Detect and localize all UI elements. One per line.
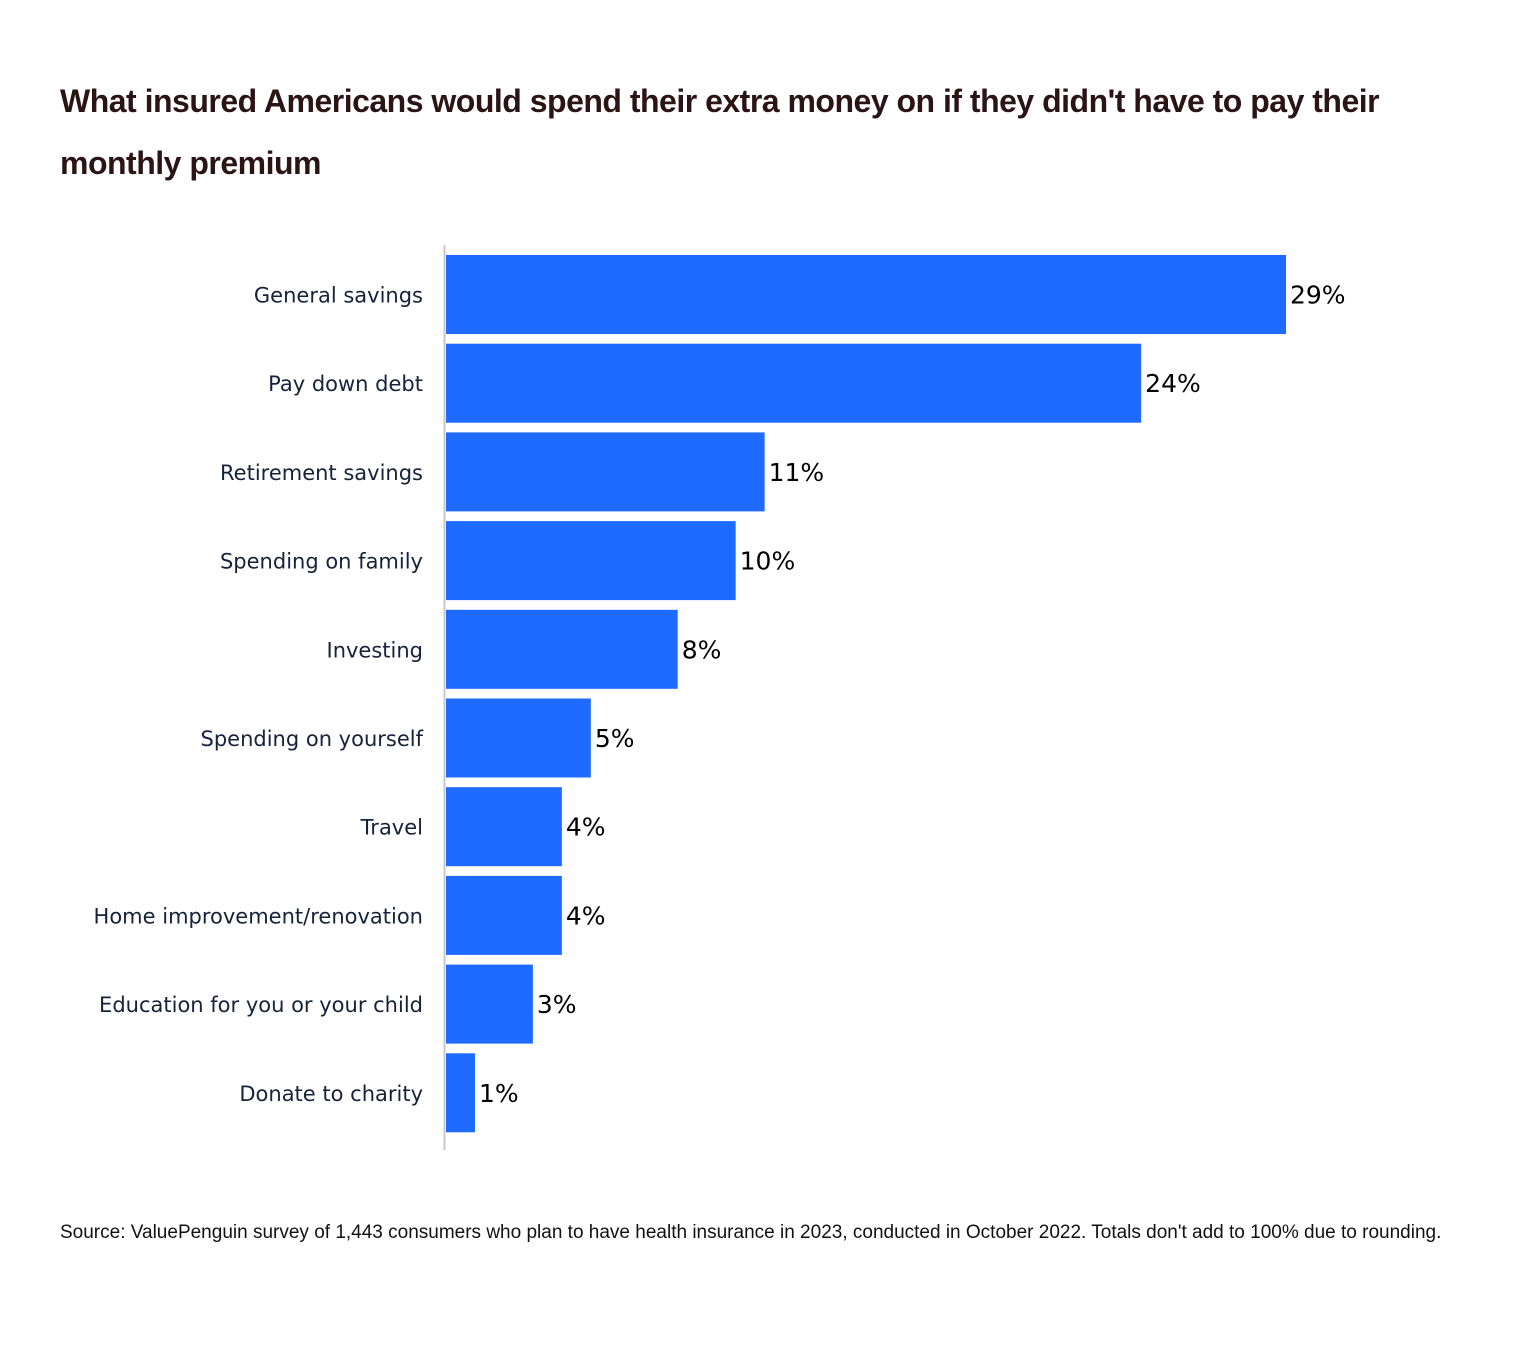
value-label: 11% (769, 458, 825, 487)
category-label: General savings (254, 284, 423, 308)
category-label: Investing (327, 638, 424, 662)
bar (446, 255, 1286, 334)
value-label: 1% (479, 1079, 519, 1108)
value-label: 3% (537, 990, 577, 1019)
bar (446, 343, 1142, 423)
value-label: 4% (566, 901, 606, 930)
bar (446, 1053, 475, 1133)
chart-title: What insured Americans would spend their… (60, 83, 1380, 181)
bar (446, 521, 736, 601)
value-label: 8% (682, 635, 722, 664)
category-label: Donate to charity (239, 1082, 423, 1106)
category-label: Travel (360, 816, 423, 840)
value-label: 10% (740, 547, 796, 576)
category-label: Education for you or your child (99, 993, 423, 1017)
category-label: Pay down debt (268, 372, 423, 396)
value-label: 29% (1290, 281, 1346, 310)
value-label: 5% (595, 724, 635, 753)
category-label: Spending on family (220, 550, 423, 574)
bar (446, 698, 591, 778)
category-label: Retirement savings (220, 461, 423, 485)
source-note: Source: ValuePenguin survey of 1,443 con… (60, 1222, 1442, 1243)
value-label: 24% (1145, 369, 1201, 398)
category-label: Home improvement/renovation (94, 904, 423, 928)
value-label: 4% (566, 813, 606, 842)
bar (446, 964, 533, 1044)
bar (446, 787, 562, 867)
bar (446, 875, 562, 955)
bar (446, 609, 678, 689)
category-label: Spending on yourself (200, 727, 423, 751)
bar (446, 432, 765, 512)
